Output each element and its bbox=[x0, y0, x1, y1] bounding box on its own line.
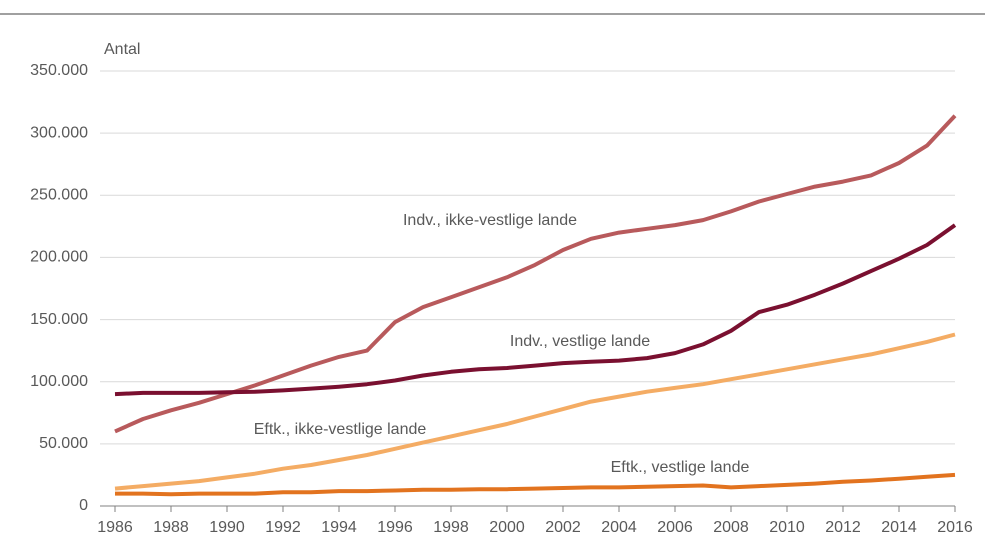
x-tick-label: 2002 bbox=[545, 519, 581, 536]
series-line bbox=[115, 472, 956, 497]
x-tick-label: 2012 bbox=[825, 519, 861, 536]
x-tick-label: 1988 bbox=[153, 519, 189, 536]
series-label: Eftk., ikke-vestlige lande bbox=[254, 421, 427, 438]
x-tick-label: 2008 bbox=[713, 519, 749, 536]
y-tick-label: 250.000 bbox=[30, 187, 88, 204]
series-label: Eftk., vestlige lande bbox=[611, 459, 750, 476]
x-tick-label: 1996 bbox=[377, 519, 413, 536]
x-tick-label: 1986 bbox=[97, 519, 133, 536]
series-line bbox=[114, 332, 956, 491]
series-line bbox=[114, 114, 957, 434]
series-label: Indv., vestlige lande bbox=[510, 333, 650, 350]
y-tick-label: 50.000 bbox=[39, 435, 88, 452]
x-tick-label: 2000 bbox=[489, 519, 525, 536]
series-line bbox=[114, 223, 957, 397]
x-tick-label: 2016 bbox=[937, 519, 973, 536]
x-tick-label: 1998 bbox=[433, 519, 469, 536]
x-tick-label: 1992 bbox=[265, 519, 301, 536]
y-tick-label: 200.000 bbox=[30, 249, 88, 266]
x-tick-label: 2014 bbox=[881, 519, 917, 536]
y-tick-label: 150.000 bbox=[30, 311, 88, 328]
y-tick-label: 0 bbox=[79, 497, 88, 514]
series-label: Indv., ikke-vestlige lande bbox=[403, 212, 577, 229]
x-tick-label: 1990 bbox=[209, 519, 245, 536]
y-tick-label: 350.000 bbox=[30, 62, 88, 79]
x-tick-label: 2006 bbox=[657, 519, 693, 536]
y-tick-label: 100.000 bbox=[30, 373, 88, 390]
x-tick-label: 2004 bbox=[601, 519, 637, 536]
x-tick-label: 1994 bbox=[321, 519, 357, 536]
x-tick-label: 2010 bbox=[769, 519, 805, 536]
y-axis-label: Antal bbox=[104, 41, 140, 58]
y-tick-label: 300.000 bbox=[30, 124, 88, 141]
